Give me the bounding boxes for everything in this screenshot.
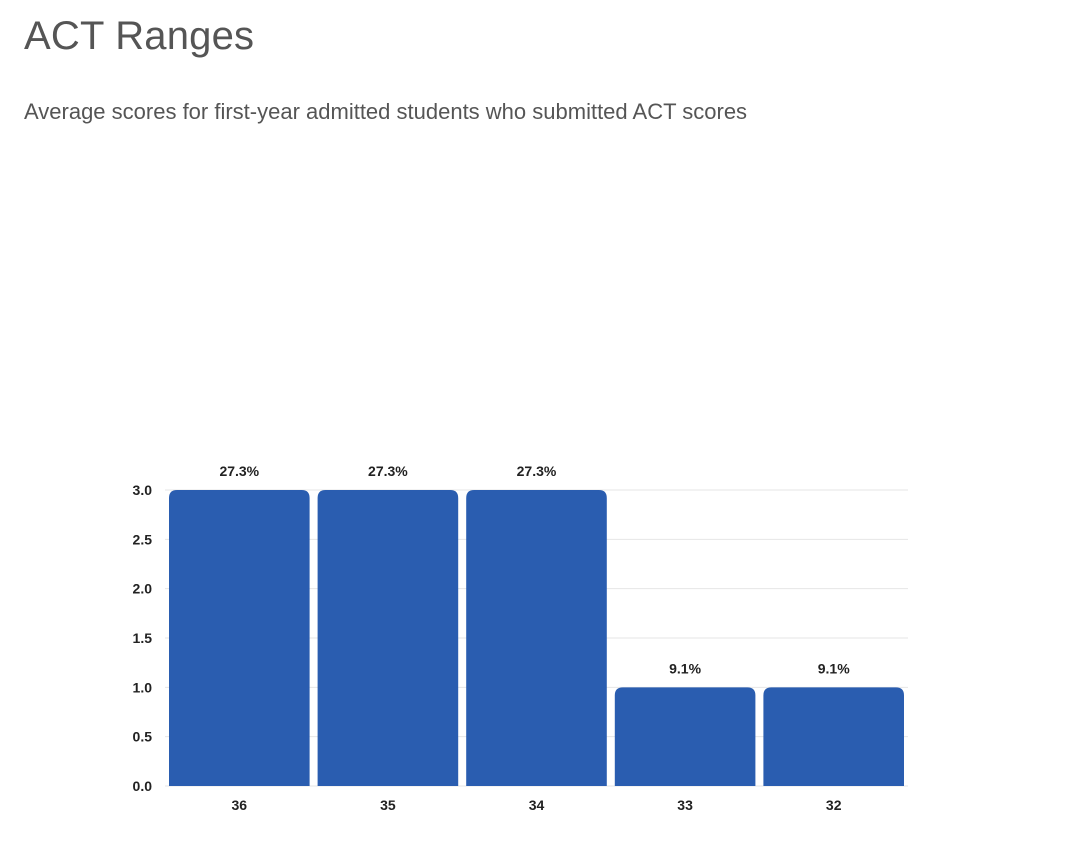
x-tick-label: 35 — [380, 797, 396, 813]
data-labels: 27.3% 27.3% 27.3% 9.1% 9.1% — [219, 463, 850, 676]
data-label: 27.3% — [368, 463, 408, 479]
bar-34 — [466, 490, 607, 786]
y-tick-label: 1.5 — [133, 630, 153, 646]
y-tick-label: 1.0 — [133, 679, 153, 695]
x-axis-ticks: 36 35 34 33 32 — [232, 797, 842, 813]
y-tick-label: 2.0 — [133, 581, 153, 597]
y-tick-label: 3.0 — [133, 482, 153, 498]
page-title: ACT Ranges — [24, 14, 255, 58]
bar-32 — [763, 687, 904, 786]
bar-36 — [169, 490, 310, 786]
y-tick-label: 0.5 — [133, 729, 153, 745]
y-tick-label: 0.0 — [133, 778, 153, 794]
data-label: 9.1% — [669, 660, 701, 676]
x-tick-label: 33 — [677, 797, 693, 813]
bars — [169, 490, 904, 786]
data-label: 27.3% — [219, 463, 259, 479]
data-label: 27.3% — [517, 463, 557, 479]
x-tick-label: 34 — [529, 797, 545, 813]
y-axis-ticks: 0.0 0.5 1.0 1.5 2.0 2.5 3.0 — [133, 482, 153, 794]
bar-33 — [614, 687, 756, 786]
y-tick-label: 2.5 — [133, 531, 153, 547]
bar-35 — [317, 490, 459, 786]
page-subtitle: Average scores for first-year admitted s… — [24, 99, 748, 124]
data-label: 9.1% — [818, 660, 850, 676]
x-tick-label: 32 — [826, 797, 842, 813]
x-tick-label: 36 — [232, 797, 248, 813]
